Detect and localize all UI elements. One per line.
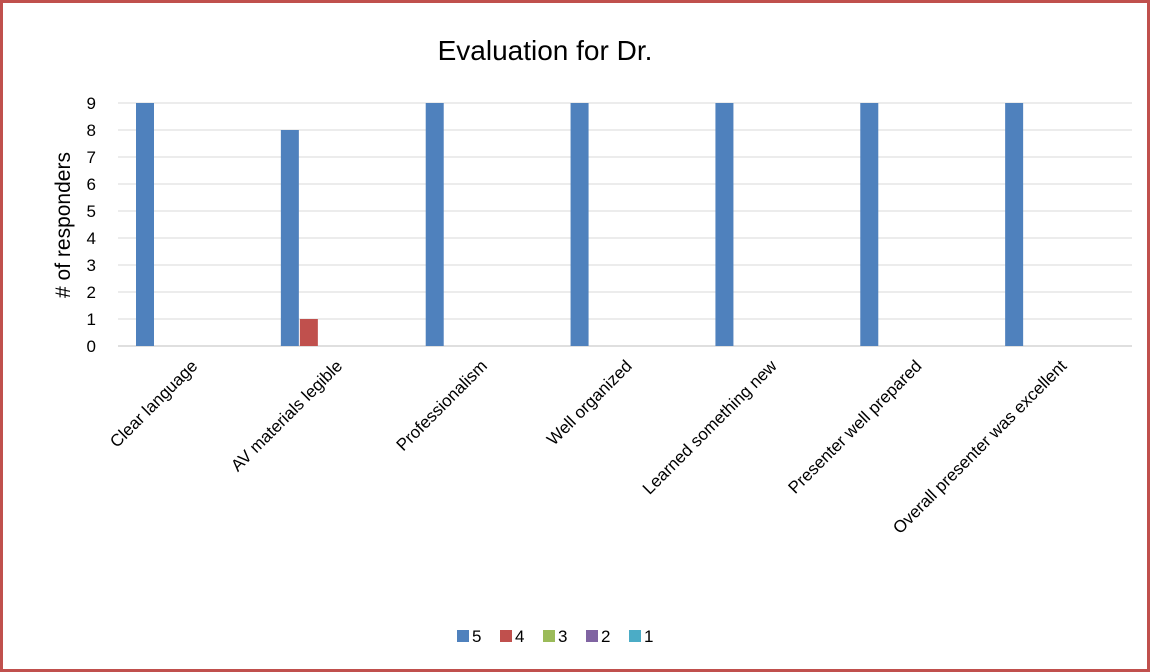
legend-swatch-2 [586, 630, 598, 642]
y-tick-label: 2 [87, 283, 96, 302]
bar-5-0 [136, 103, 154, 346]
y-tick-label: 9 [87, 94, 96, 113]
bar-5-5 [860, 103, 879, 346]
legend-swatch-5 [457, 630, 469, 642]
y-tick-label: 6 [87, 175, 96, 194]
y-tick-label: 7 [87, 148, 96, 167]
bar-5-1 [280, 130, 299, 346]
x-category-label: Professionalism [393, 356, 491, 454]
bars [136, 103, 1024, 346]
legend: 5 4 3 2 1 [457, 627, 653, 646]
x-category-label: Learned something new [639, 356, 781, 498]
y-tick-label: 1 [87, 310, 96, 329]
y-axis-title: # of responders [52, 152, 75, 298]
y-tick-label: 3 [87, 256, 96, 275]
bar-5-4 [715, 103, 734, 346]
legend-label: 4 [515, 627, 524, 646]
bar-5-2 [425, 103, 444, 346]
x-category-label: Well organized [543, 356, 636, 449]
x-category-label: Clear language [106, 356, 201, 451]
x-category-label: Overall presenter was excellent [889, 356, 1070, 537]
chart-title: Evaluation for Dr. [438, 35, 653, 66]
legend-swatch-3 [543, 630, 555, 642]
legend-label: 1 [644, 627, 653, 646]
legend-swatch-1 [629, 630, 641, 642]
y-tick-label: 4 [87, 229, 96, 248]
x-category-label: Presenter well prepared [784, 356, 925, 497]
legend-label: 2 [601, 627, 610, 646]
bar-5-3 [570, 103, 589, 346]
bar-5-6 [1005, 103, 1024, 346]
gridlines [118, 102, 1132, 347]
y-axis-ticks: 0 1 2 3 4 5 6 7 8 9 [87, 94, 96, 356]
bar-4-1 [299, 319, 318, 346]
x-axis-category-labels: Clear language AV materials legible Profes… [106, 356, 1070, 538]
legend-label: 5 [472, 627, 481, 646]
legend-swatch-4 [500, 630, 512, 642]
y-tick-label: 5 [87, 202, 96, 221]
x-category-label: AV materials legible [227, 356, 346, 475]
y-tick-label: 0 [87, 337, 96, 356]
legend-label: 3 [558, 627, 567, 646]
y-tick-label: 8 [87, 121, 96, 140]
